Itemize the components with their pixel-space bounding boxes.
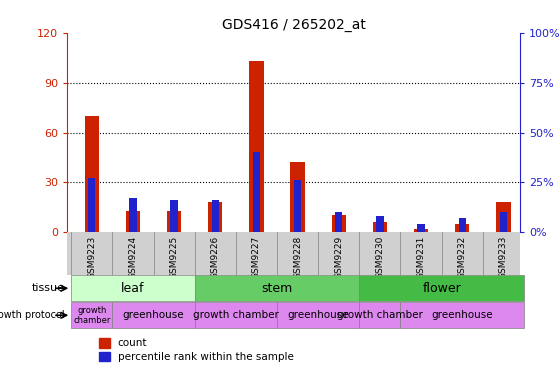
Text: GSM9228: GSM9228: [293, 235, 302, 279]
Bar: [170, 200, 178, 232]
Text: GSM9224: GSM9224: [129, 235, 138, 279]
Text: GSM9226: GSM9226: [211, 235, 220, 279]
Bar: [211, 200, 219, 232]
Bar: [112, 302, 195, 328]
Bar: [84, 116, 99, 232]
Bar: [400, 302, 524, 328]
Text: growth protocol: growth protocol: [0, 310, 65, 320]
Text: leaf: leaf: [121, 282, 145, 295]
Bar: [208, 202, 222, 232]
Bar: [418, 224, 425, 232]
Text: GSM9231: GSM9231: [416, 235, 425, 279]
Title: GDS416 / 265202_at: GDS416 / 265202_at: [221, 18, 366, 32]
Bar: [496, 202, 510, 232]
Bar: [335, 212, 343, 232]
Bar: [455, 224, 470, 232]
Bar: [249, 61, 264, 232]
Bar: [500, 212, 507, 232]
Bar: [129, 198, 136, 232]
Text: GSM9225: GSM9225: [169, 235, 179, 279]
Text: GSM9230: GSM9230: [376, 235, 385, 279]
Bar: [195, 275, 359, 301]
Text: growth chamber: growth chamber: [337, 310, 423, 320]
Text: GSM9233: GSM9233: [499, 235, 508, 279]
Bar: [294, 180, 301, 232]
Bar: [88, 178, 96, 232]
Bar: [376, 216, 383, 232]
Bar: [253, 152, 260, 232]
Legend: count, percentile rank within the sample: count, percentile rank within the sample: [95, 334, 298, 366]
Text: flower: flower: [422, 282, 461, 295]
Bar: [71, 302, 112, 328]
Text: tissue: tissue: [32, 283, 65, 293]
Bar: [277, 302, 359, 328]
Bar: [331, 216, 346, 232]
Text: GSM9227: GSM9227: [252, 235, 261, 279]
Text: GSM9223: GSM9223: [87, 235, 96, 279]
Text: growth
chamber: growth chamber: [73, 306, 111, 325]
Bar: [167, 210, 181, 232]
Text: GSM9229: GSM9229: [334, 235, 343, 279]
Bar: [359, 302, 400, 328]
Bar: [458, 218, 466, 232]
Bar: [195, 302, 277, 328]
Text: GSM9232: GSM9232: [458, 235, 467, 279]
Bar: [290, 163, 305, 232]
Bar: [373, 222, 387, 232]
Text: greenhouse: greenhouse: [287, 310, 349, 320]
Text: growth chamber: growth chamber: [193, 310, 279, 320]
Text: stem: stem: [262, 282, 292, 295]
Bar: [359, 275, 524, 301]
Text: greenhouse: greenhouse: [432, 310, 493, 320]
Bar: [414, 229, 428, 232]
Bar: [126, 210, 140, 232]
Bar: [71, 275, 195, 301]
Text: greenhouse: greenhouse: [123, 310, 184, 320]
